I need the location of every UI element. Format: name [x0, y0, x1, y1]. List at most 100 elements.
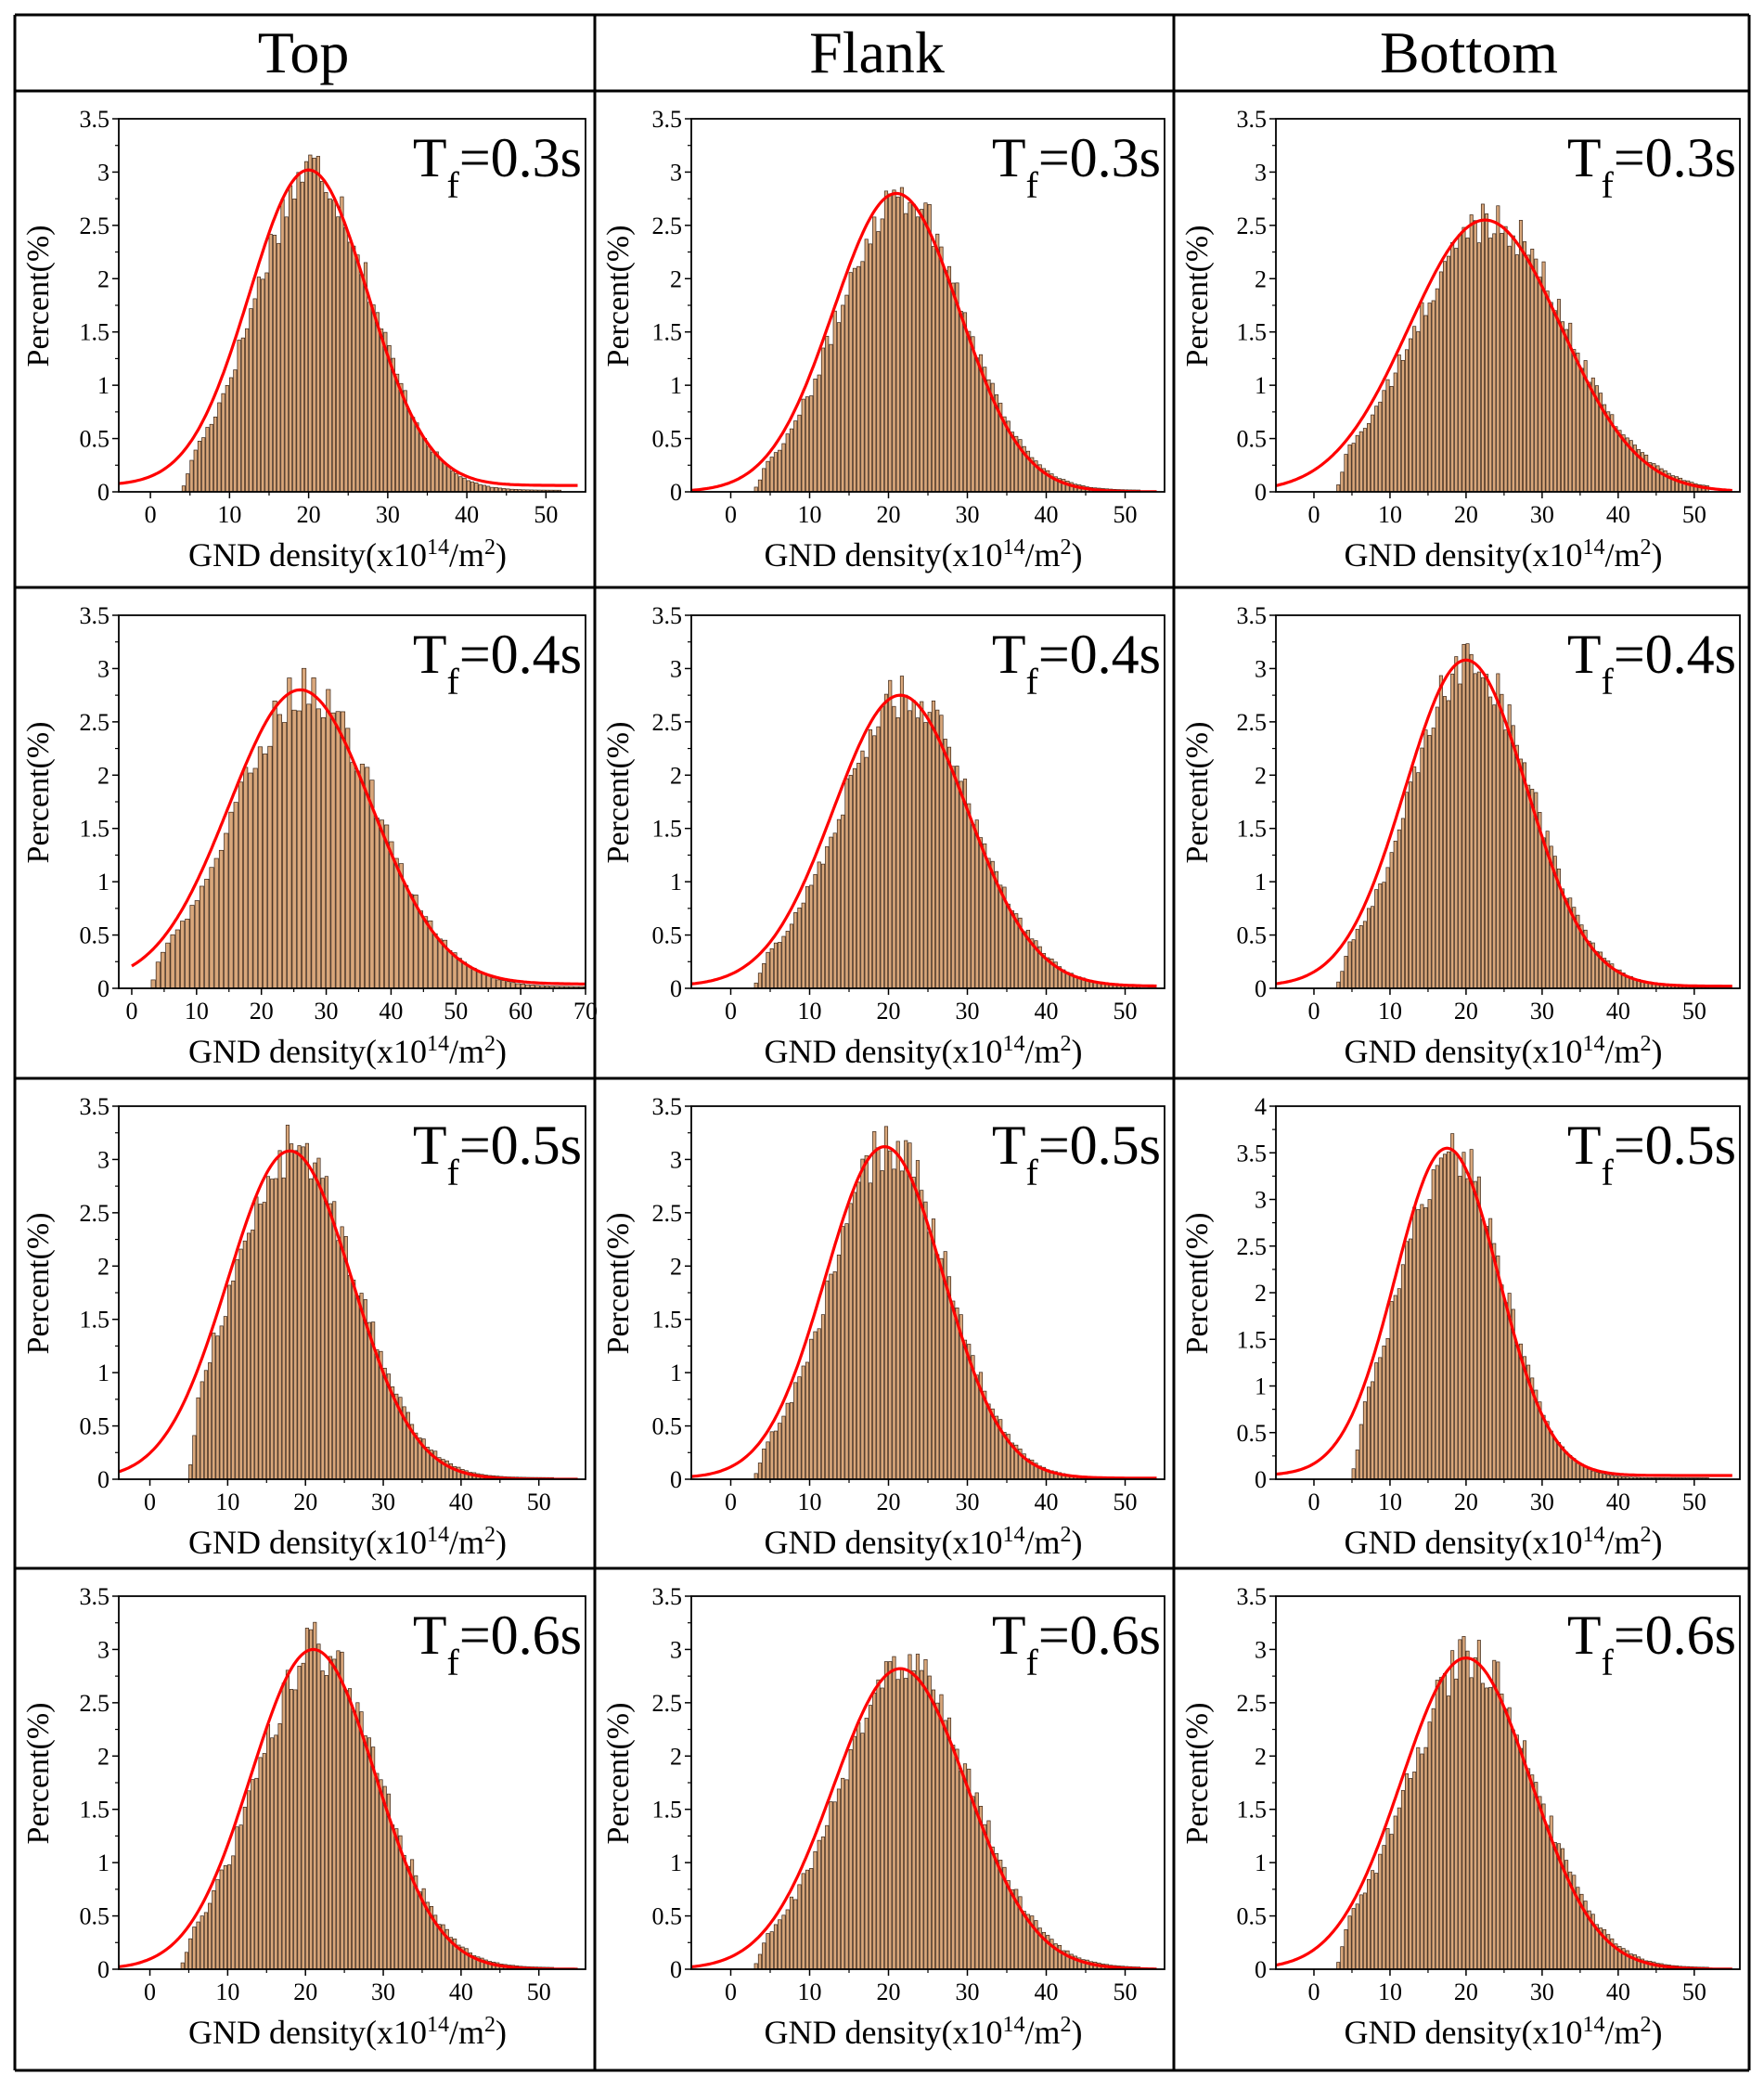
histogram-bar [1046, 470, 1050, 492]
histogram-bar [1397, 1288, 1401, 1479]
histogram-bar [450, 470, 455, 492]
histogram-bar [1476, 242, 1481, 492]
bars-group [150, 667, 586, 988]
histogram-bar [1431, 1708, 1436, 1969]
histogram-bar [285, 1125, 290, 1479]
histogram-bar [1450, 1650, 1455, 1969]
histogram-bar [415, 422, 419, 492]
x-tick-label: 40 [1606, 998, 1630, 1025]
histogram-bar [927, 712, 932, 988]
x-tick-label: 30 [371, 1489, 395, 1515]
histogram-bar [892, 1656, 896, 1969]
histogram-bar [753, 1963, 758, 1969]
histogram-bar [1442, 1673, 1447, 1969]
histogram-bar [1523, 1740, 1527, 1969]
histogram-bar [895, 1679, 900, 1969]
histogram-bar [1496, 1661, 1500, 1969]
histogram-bar [530, 985, 535, 988]
histogram-bar [1336, 1962, 1341, 1969]
histogram-bar [1523, 241, 1527, 492]
histogram-bar [1587, 381, 1591, 492]
histogram-bar [844, 778, 849, 988]
histogram-bar [1454, 1153, 1459, 1479]
histogram-bar [252, 767, 258, 988]
y-tick-label: 1 [97, 1850, 109, 1876]
histogram-bar [1511, 235, 1515, 492]
histogram-bar [1420, 302, 1424, 492]
histogram-bar [1488, 696, 1493, 988]
histogram-bar [1518, 1343, 1523, 1479]
histogram-bar [1500, 1694, 1504, 1969]
histogram-bar [1382, 1346, 1386, 1479]
histogram-bar [389, 841, 394, 988]
histogram-bar [939, 246, 944, 492]
histogram-bar [347, 241, 353, 492]
bars-group [1351, 1133, 1709, 1479]
y-tick-label: 2.5 [80, 1200, 110, 1227]
histogram-bar [1438, 1677, 1443, 1969]
histogram-bar [1465, 238, 1470, 492]
histogram-bar [943, 1251, 947, 1479]
x-tick-label: 50 [1682, 501, 1706, 528]
x-tick-label: 20 [1454, 501, 1478, 528]
histogram-bar [432, 933, 438, 988]
histogram-bar [911, 203, 916, 492]
histogram-bar [817, 1328, 821, 1479]
histogram-bar [218, 849, 225, 988]
x-tick-label: 30 [1530, 998, 1554, 1025]
histogram-bar [1526, 254, 1531, 492]
histogram-bar [1062, 479, 1066, 492]
histogram-bar [1069, 973, 1074, 988]
histogram-bar [856, 265, 861, 492]
histogram-bar [384, 824, 390, 988]
x-tick-label: 50 [534, 501, 558, 528]
histogram-bar [330, 712, 336, 988]
tf-annotation: Tf=0.6s [413, 1605, 582, 1683]
x-tick-label: 20 [1454, 1978, 1478, 2005]
histogram-bar [809, 884, 814, 988]
histogram-bar [809, 1338, 814, 1479]
y-tick-label: 1 [1255, 1373, 1267, 1400]
histogram-bar [990, 382, 995, 492]
histogram-bar [441, 1924, 445, 1969]
histogram-panel: 0 0.5 1 1.5 2 2.5 3 3.5 0 10 20 30 40 50 GND density(x… [601, 106, 1165, 574]
x-axis-label: GND density(x1014/m2) [188, 2013, 507, 2051]
histogram-bar [549, 489, 554, 492]
y-tick-label: 2.5 [652, 213, 683, 239]
histogram-bar [461, 961, 468, 988]
x-tick-label: 20 [293, 1978, 317, 2005]
histogram-bar [1473, 673, 1477, 988]
histogram-bar [1458, 234, 1462, 492]
histogram-bar [428, 920, 433, 988]
histogram-bar [391, 1824, 395, 1969]
histogram-bar [872, 1692, 877, 1969]
histogram-bar [189, 905, 195, 988]
x-tick-label: 50 [1114, 1978, 1138, 2005]
histogram-bar [246, 1232, 251, 1479]
histogram-bar [1610, 1475, 1615, 1479]
histogram-bar [1518, 1747, 1523, 1969]
histogram-bar [892, 705, 896, 988]
x-tick-label: 10 [798, 998, 822, 1025]
histogram-bar [221, 393, 225, 492]
y-axis-label: Percent(%) [21, 722, 56, 864]
histogram-bar [1541, 1803, 1546, 1969]
histogram-bar [762, 1449, 766, 1479]
histogram-bar [785, 1909, 790, 1969]
histogram-bar [1420, 1753, 1424, 1969]
histogram-bar [967, 1768, 972, 1969]
histogram-bar [254, 1777, 259, 1969]
histogram-bar [805, 1869, 810, 1969]
histogram-bar [1435, 1680, 1439, 1969]
histogram-bar [766, 460, 770, 492]
x-tick-label: 40 [1035, 1978, 1059, 2005]
histogram-bar [805, 396, 810, 492]
histogram-bar [785, 931, 790, 988]
y-tick-label: 2.5 [1237, 1690, 1268, 1717]
histogram-bar [809, 395, 814, 492]
histogram-bar [410, 1424, 415, 1479]
y-tick-label: 1.5 [652, 1797, 683, 1824]
histogram-bar [452, 952, 457, 988]
histogram-bar [899, 187, 905, 492]
histogram-bar [962, 312, 968, 492]
